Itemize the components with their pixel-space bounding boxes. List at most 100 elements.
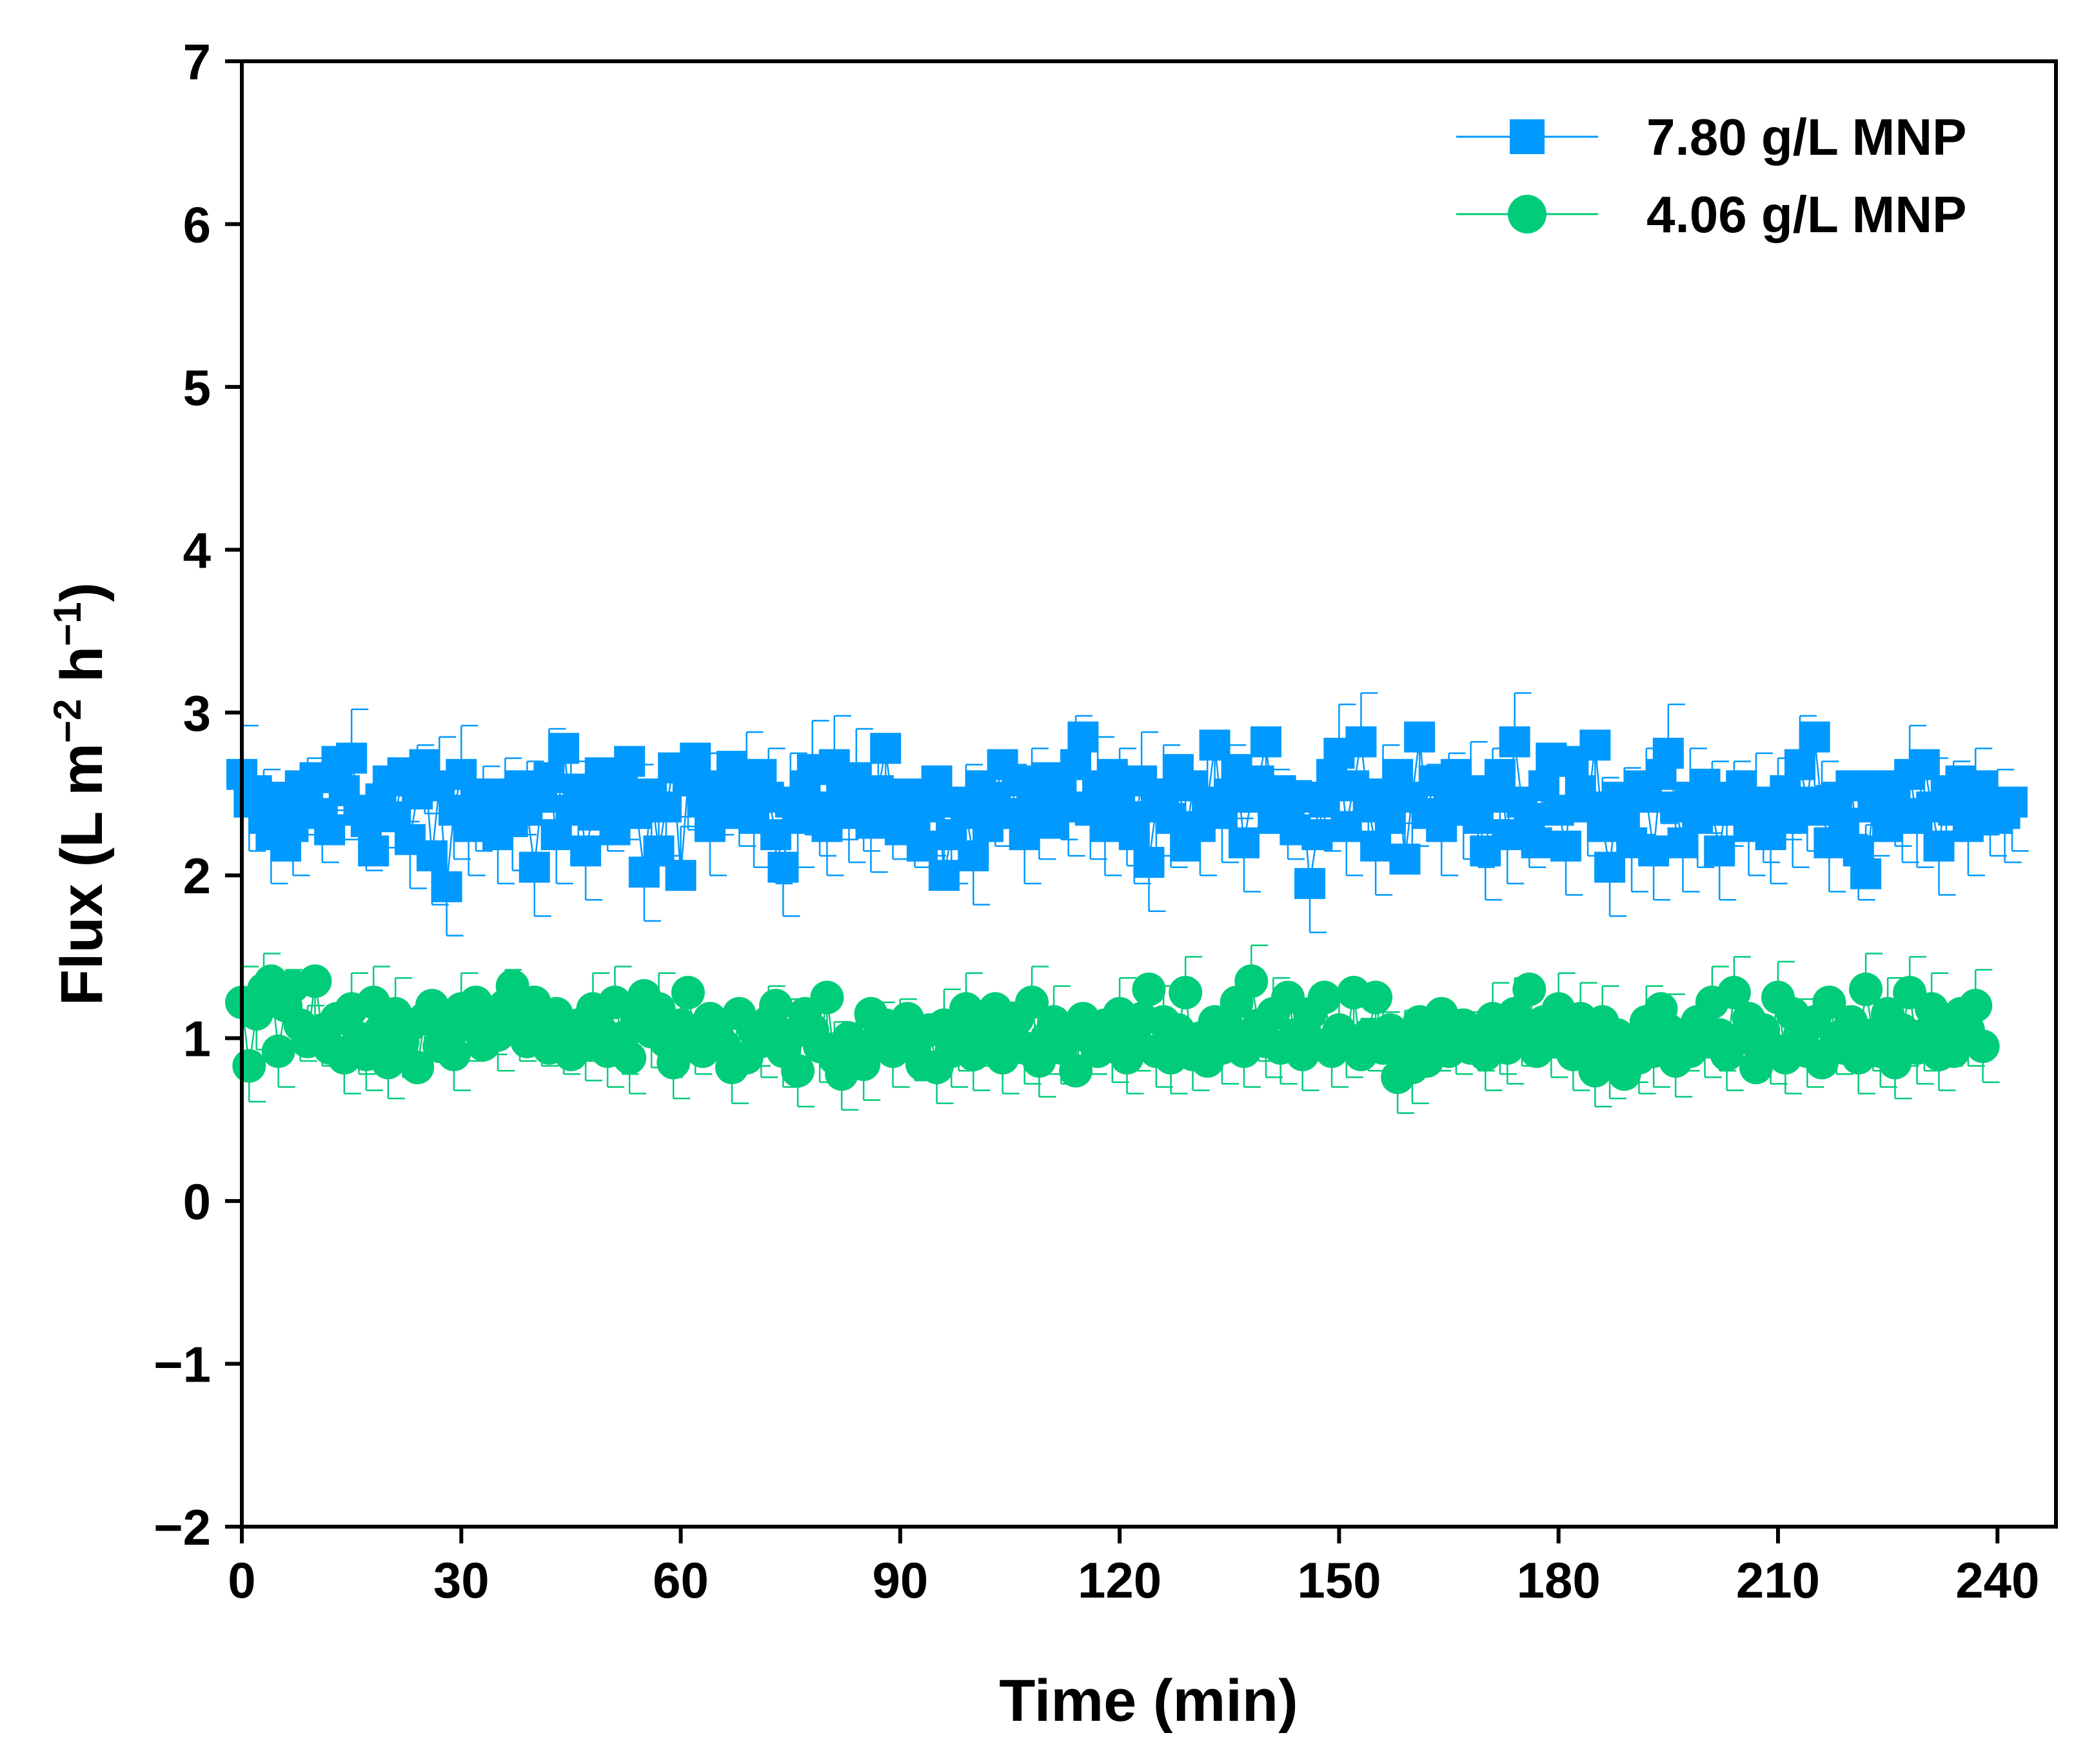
data-point-square	[314, 814, 346, 846]
ticks-layer	[225, 59, 2000, 1543]
data-point-square	[906, 830, 938, 862]
data-point-circle	[1966, 1029, 2000, 1064]
data-point-circle	[1169, 975, 1203, 1009]
x-tick-label: 60	[653, 1552, 709, 1609]
data-point-square	[650, 791, 682, 823]
data-point-square	[614, 746, 646, 777]
data-point-square	[1301, 819, 1333, 851]
data-point-square	[1067, 721, 1099, 753]
series-2	[225, 944, 2000, 1115]
data-point-square	[1228, 827, 1260, 858]
data-point-square	[767, 851, 799, 883]
data-point-square	[431, 871, 462, 902]
data-point-circle	[759, 989, 793, 1023]
data-point-square	[1133, 847, 1165, 878]
y-axis-title-mid: h	[49, 646, 115, 699]
data-point-circle	[1059, 1054, 1093, 1088]
data-point-square	[914, 791, 945, 823]
x-tick-label: 180	[1517, 1552, 1601, 1609]
data-point-square	[1294, 867, 1326, 899]
data-point-square	[336, 742, 368, 774]
y-axis-title: Flux (L m−2 h−1)	[46, 582, 115, 1006]
data-point-square	[570, 835, 602, 867]
y-tick-label: 6	[183, 196, 211, 253]
data-point-circle	[1015, 986, 1049, 1020]
data-point-square	[1579, 729, 1611, 761]
data-point-circle	[1512, 972, 1546, 1006]
data-point-square	[1850, 858, 1882, 889]
legend-entry-1: 7.80 g/L MNP	[1456, 108, 1966, 166]
data-point-circle	[781, 1054, 815, 1088]
y-axis-title-base: Flux (L m	[49, 743, 115, 1006]
data-point-circle	[1717, 975, 1751, 1009]
y-tick-label: 0	[183, 1173, 211, 1230]
data-point-square	[958, 840, 989, 871]
data-point-square	[416, 840, 448, 871]
data-point-square	[358, 835, 390, 867]
data-point-square	[1345, 726, 1377, 758]
legend-marker-circle	[1508, 195, 1546, 233]
legend-marker-square	[1510, 119, 1545, 154]
data-point-square	[1389, 843, 1421, 875]
data-point-square	[1828, 808, 1860, 839]
data-point-square	[1521, 827, 1552, 858]
data-point-square	[1638, 835, 1670, 867]
data-point-circle	[598, 986, 632, 1020]
y-axis-title-sup2: −1	[46, 602, 89, 646]
data-point-circle	[400, 1051, 435, 1085]
data-point-square	[1484, 758, 1516, 790]
data-point-square	[1404, 721, 1436, 753]
data-point-circle	[415, 989, 449, 1023]
data-point-circle	[810, 980, 844, 1015]
x-tick-label: 90	[872, 1552, 928, 1609]
x-axis-title: Time (min)	[999, 1668, 1298, 1734]
y-tick-label: 3	[183, 685, 211, 742]
legend-entry-2: 4.06 g/L MNP	[1456, 186, 1966, 243]
data-point-circle	[1849, 972, 1883, 1006]
x-tick-label: 120	[1078, 1552, 1161, 1609]
data-point-square	[533, 762, 565, 793]
data-point-square	[1908, 749, 1940, 780]
data-point-circle	[657, 1046, 691, 1080]
y-tick-label: −1	[153, 1336, 211, 1393]
data-point-square	[1799, 721, 1830, 753]
data-point-square	[1923, 830, 1955, 862]
data-point-square	[665, 860, 697, 891]
y-tick-label: 4	[183, 522, 211, 579]
data-point-square	[1550, 830, 1582, 862]
plot-frame	[240, 59, 2058, 1529]
data-point-circle	[1234, 964, 1269, 998]
data-point-square	[1250, 726, 1281, 758]
data-point-square	[928, 860, 960, 891]
series-layer	[225, 692, 2029, 1115]
data-point-square	[1360, 830, 1392, 862]
y-axis-title-end: )	[49, 582, 115, 602]
data-point-square	[1704, 835, 1735, 867]
data-point-square	[1996, 786, 2028, 818]
legend-label-1: 7.80 g/L MNP	[1646, 108, 1966, 166]
data-point-circle	[1307, 980, 1341, 1015]
x-tick-label: 240	[1955, 1552, 2039, 1609]
y-axis-title-sup1: −2	[46, 699, 89, 743]
data-point-circle	[613, 1040, 647, 1075]
data-point-square	[548, 733, 580, 764]
y-tick-label: −2	[153, 1499, 211, 1556]
data-point-circle	[847, 1047, 881, 1082]
data-point-circle	[1359, 980, 1393, 1015]
data-point-circle	[1959, 989, 1993, 1023]
data-point-circle	[298, 964, 332, 998]
y-tick-label: 5	[183, 359, 211, 416]
y-tick-label: 7	[183, 34, 211, 90]
data-point-square	[1155, 802, 1187, 834]
data-point-circle	[232, 1049, 266, 1083]
data-point-square	[1652, 737, 1684, 769]
legend: 7.80 g/L MNP 4.06 g/L MNP	[1456, 108, 1966, 243]
data-point-square	[870, 733, 902, 764]
data-point-square	[680, 742, 711, 774]
x-tick-label: 210	[1736, 1552, 1820, 1609]
legend-label-2: 4.06 g/L MNP	[1646, 186, 1966, 243]
y-tick-label: 2	[183, 847, 211, 904]
tick-labels-layer: 0 30 60 90 120 150 180 210 240 −2 −1 0 1 2 3 4 5 6 7	[153, 34, 2039, 1609]
data-point-circle	[671, 975, 705, 1009]
